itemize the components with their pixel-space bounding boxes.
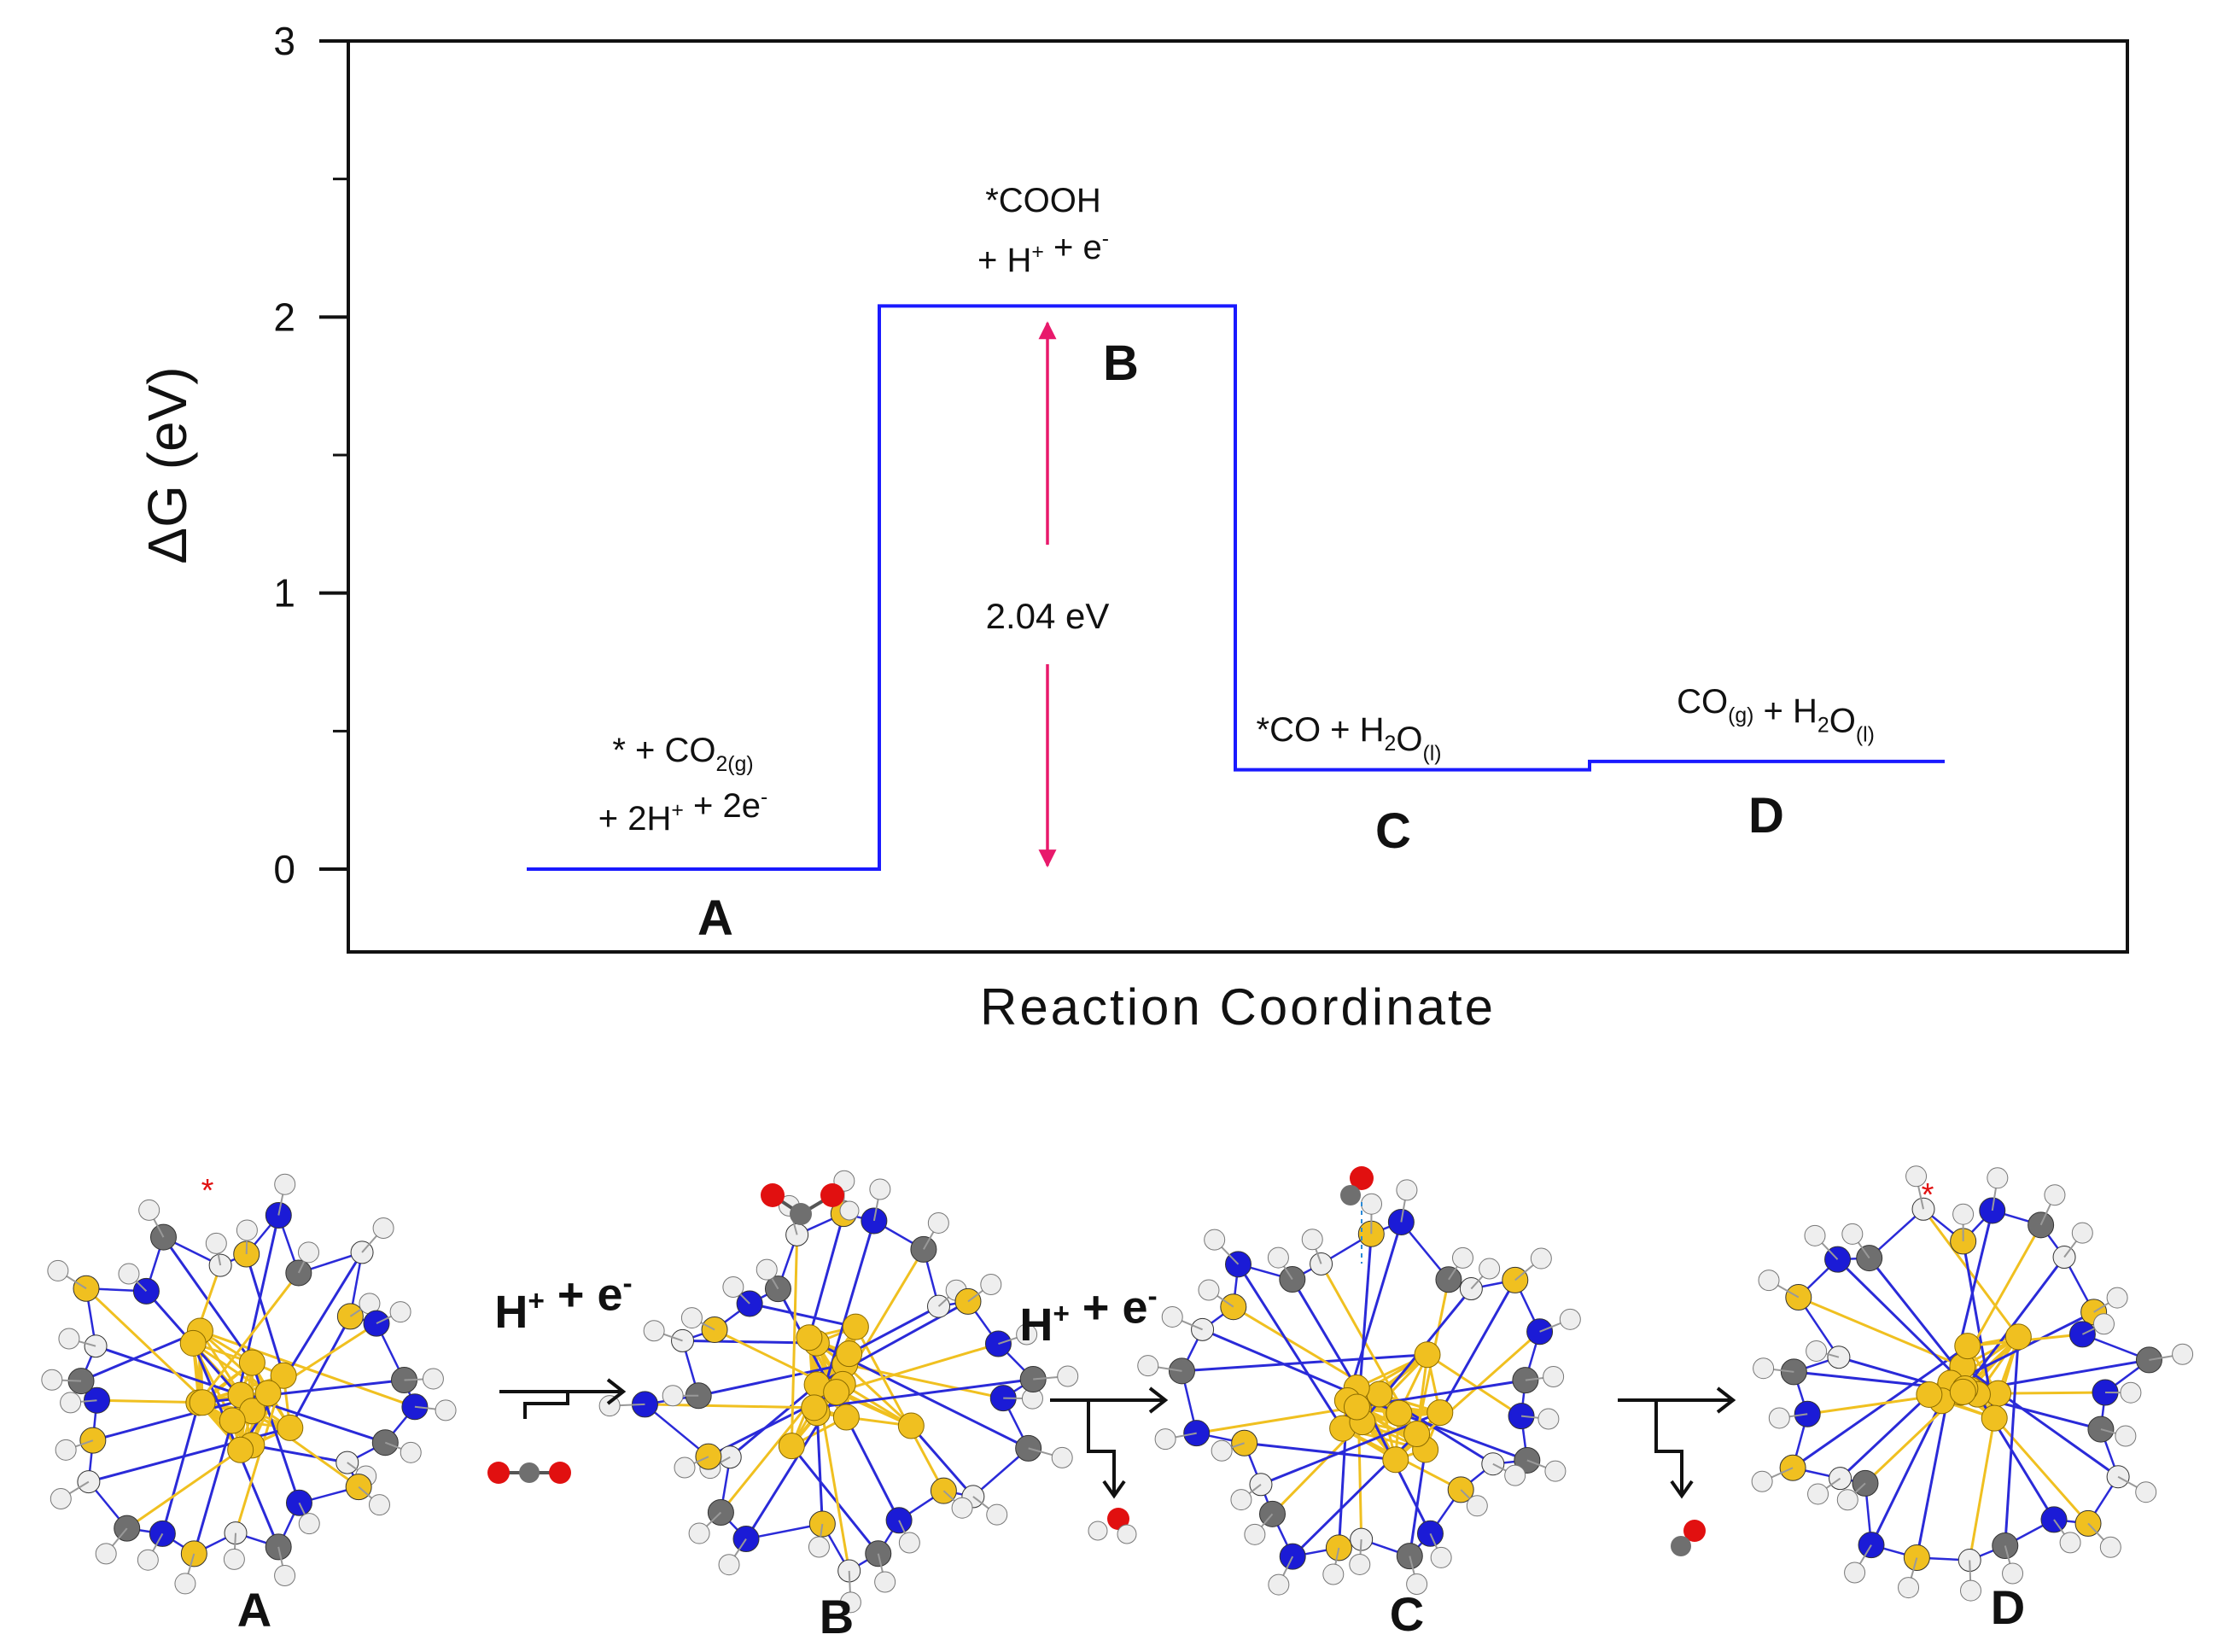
state-letter-a: A xyxy=(697,890,733,946)
state-letter-c: C xyxy=(1375,803,1411,859)
scheme-state-a: A xyxy=(237,1583,271,1637)
species-label: *CO + H2O(l) xyxy=(1257,711,1442,765)
barrier-annotation: 2.04 eV xyxy=(986,321,1110,868)
scheme-state-c: C xyxy=(1390,1587,1424,1641)
x-axis-label: Reaction Coordinate xyxy=(980,978,1496,1036)
active-site-marker: * xyxy=(201,1173,214,1209)
released-h2o xyxy=(1088,1508,1137,1544)
y-tick-label: 2 xyxy=(273,295,295,339)
cluster-d: * xyxy=(1751,1165,2194,1602)
y-axis-label: ΔG (eV) xyxy=(137,366,198,563)
y-tick-label: 3 xyxy=(273,19,295,63)
state-labels: A * + CO2(g) + 2H+ + 2e- B *COOH + H+ + e- C *C… xyxy=(598,182,1875,946)
scheme-state-d: D xyxy=(1991,1580,2025,1634)
barrier-label: 2.04 eV xyxy=(986,596,1110,636)
plot-frame xyxy=(347,39,2129,954)
species-label: + 2H+ + 2e- xyxy=(598,786,767,838)
species-label: CO(g) + H2O(l) xyxy=(1677,683,1875,747)
cluster-b xyxy=(598,1170,1079,1614)
y-tick-label: 0 xyxy=(273,847,295,891)
chart-axes: 0 1 2 3 ΔG (eV) Reaction Coordinate xyxy=(137,19,2129,1036)
step-arrow-2: H+ + e- xyxy=(1019,1281,1169,1544)
y-tick-label: 1 xyxy=(273,571,295,616)
scheme-state-b: B xyxy=(820,1590,854,1643)
released-co2 xyxy=(487,1462,571,1484)
active-site-marker: * xyxy=(1922,1177,1934,1213)
cluster-a: * xyxy=(41,1173,457,1595)
species-label: + H+ + e- xyxy=(977,228,1109,279)
energy-profile xyxy=(527,304,1945,871)
co-adsorbate xyxy=(1340,1166,1374,1264)
cluster-c xyxy=(1137,1179,1581,1596)
released-co xyxy=(1671,1520,1706,1556)
state-letter-b: B xyxy=(1103,336,1139,391)
step-label: H+ + e- xyxy=(1019,1281,1157,1351)
step-arrow-3 xyxy=(1618,1386,1736,1556)
species-label: * + CO2(g) xyxy=(612,732,753,776)
step-label: H+ + e- xyxy=(494,1268,632,1338)
cooh-adsorbate xyxy=(761,1183,860,1225)
state-letter-d: D xyxy=(1748,788,1784,844)
step-arrow-1: H+ + e- xyxy=(487,1268,633,1484)
energy-step-line xyxy=(527,304,1945,871)
species-label: *COOH xyxy=(985,182,1101,219)
